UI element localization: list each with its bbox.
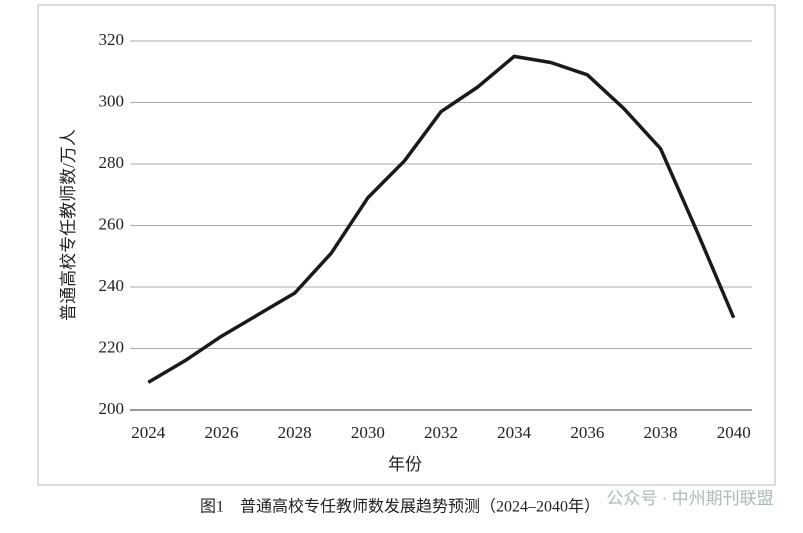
x-tick-label: 2036 bbox=[570, 423, 604, 442]
x-tick-label: 2038 bbox=[644, 423, 678, 442]
x-tick-label: 2026 bbox=[204, 423, 238, 442]
y-tick-label: 280 bbox=[99, 153, 125, 172]
y-tick-label: 200 bbox=[99, 399, 125, 418]
x-tick-label: 2024 bbox=[131, 423, 166, 442]
y-tick-label: 300 bbox=[99, 91, 125, 110]
y-tick-label: 320 bbox=[99, 30, 125, 49]
x-tick-label: 2030 bbox=[351, 423, 385, 442]
y-tick-label: 220 bbox=[99, 337, 125, 356]
x-axis-label: 年份 bbox=[388, 455, 422, 474]
x-tick-label: 2028 bbox=[278, 423, 312, 442]
y-tick-label: 260 bbox=[99, 214, 125, 233]
caption: 图1 普通高校专任教师数发展趋势预测（2024–2040年） bbox=[200, 498, 600, 516]
x-tick-label: 2032 bbox=[424, 423, 458, 442]
chart-frame bbox=[37, 4, 776, 486]
watermark: 公众号 · 中州期刊联盟 bbox=[606, 489, 773, 508]
x-tick-label: 2040 bbox=[717, 423, 751, 442]
y-axis-label: 普通高校专任教师数/万人 bbox=[59, 129, 78, 321]
y-tick-label: 240 bbox=[99, 276, 125, 295]
x-tick-label: 2034 bbox=[497, 423, 532, 442]
data-line bbox=[147, 54, 736, 384]
